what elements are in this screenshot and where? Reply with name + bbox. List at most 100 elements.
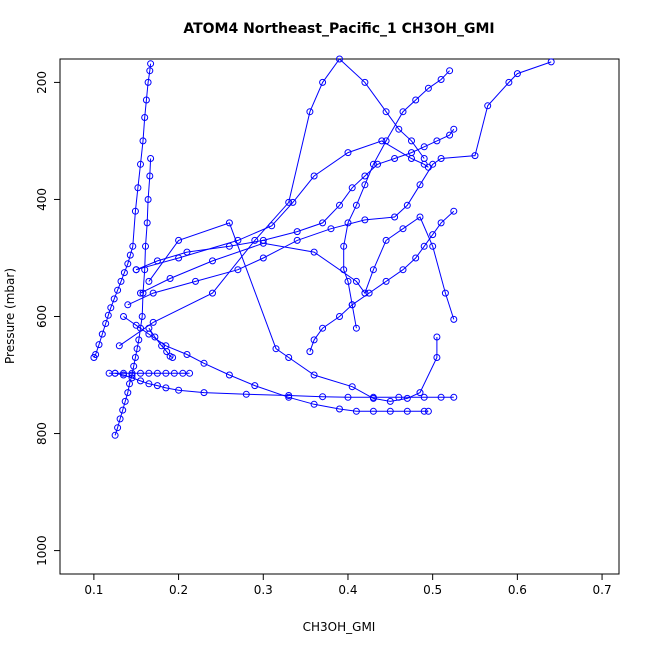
data-point [92,351,100,358]
data-point [420,407,428,415]
x-tick-label: 0.1 [84,583,103,597]
data-point [162,369,170,377]
data-point [183,351,191,358]
data-point [147,60,155,68]
data-point [382,236,390,244]
series-line [93,63,152,358]
data-point [441,289,449,297]
data-point [412,254,420,262]
data-point [437,155,445,162]
x-tick-label: 0.3 [254,583,273,597]
data-point [365,289,373,297]
data-point [179,369,187,377]
data-point [259,254,267,262]
data-point [137,289,144,297]
series-group [90,60,155,361]
data-point [134,184,142,192]
data-point [95,341,103,349]
data-point [382,137,390,145]
data-point [131,354,139,361]
data-point [234,266,242,274]
series-line [343,70,450,329]
data-point [293,236,301,244]
data-point [166,275,174,282]
data-point [306,348,314,356]
data-point [433,333,441,341]
data-point [126,251,134,259]
data-point [319,219,327,227]
data-point [505,78,513,86]
data-point [513,70,521,78]
data-point [144,78,152,86]
data-point [142,96,150,104]
data-point [395,125,403,133]
data-point [348,184,356,192]
data-point [344,277,352,285]
data-point [310,371,318,379]
data-point [225,242,233,250]
data-point [340,266,348,274]
data-point [130,362,138,370]
data-point [437,219,445,227]
data-point [391,213,399,221]
data-point [132,266,140,274]
data-point [369,407,377,415]
x-tick-label: 0.4 [338,583,357,597]
data-point [446,131,454,139]
data-point [114,424,122,432]
data-point [416,389,424,397]
data-point [399,225,407,233]
data-point [131,207,139,215]
data-point [348,301,356,309]
data-point [175,386,183,394]
data-point [175,236,183,244]
data-point [348,383,356,391]
data-point [98,330,106,338]
data-point [170,369,178,377]
data-point [104,311,112,319]
data-point [149,289,157,297]
data-point [124,301,132,309]
data-point [285,198,293,206]
y-tick-label: 800 [35,422,49,445]
data-point [399,266,407,274]
data-point [153,369,161,377]
data-point [145,380,153,388]
data-point [149,318,157,326]
data-point [145,330,153,338]
data-point [128,374,136,382]
data-point [391,155,399,162]
data-point [120,313,127,320]
series-layer [90,55,555,439]
data-point [209,289,216,297]
data-point [268,222,276,230]
data-point [420,242,428,250]
data-point [225,219,233,227]
data-point [143,219,151,227]
data-point [117,277,125,285]
data-point [369,160,377,168]
data-point [420,393,428,401]
series-group [124,58,555,309]
series-line [140,216,455,320]
series-group [145,219,441,405]
data-point [251,236,259,244]
data-point [310,336,318,344]
data-point [124,389,132,397]
x-tick-label: 0.6 [508,583,527,597]
x-tick-label: 0.5 [423,583,442,597]
data-point [344,149,352,157]
data-point [142,242,149,250]
series-line [148,222,438,402]
data-point [437,76,445,83]
x-tick-label: 0.7 [593,583,612,597]
series-line [127,61,552,306]
data-point [289,198,297,206]
data-point [151,333,159,341]
y-tick-label: 600 [35,305,49,328]
data-point [378,137,386,145]
data-point [209,257,216,265]
data-point [145,369,153,377]
y-tick-label: 200 [35,71,49,94]
